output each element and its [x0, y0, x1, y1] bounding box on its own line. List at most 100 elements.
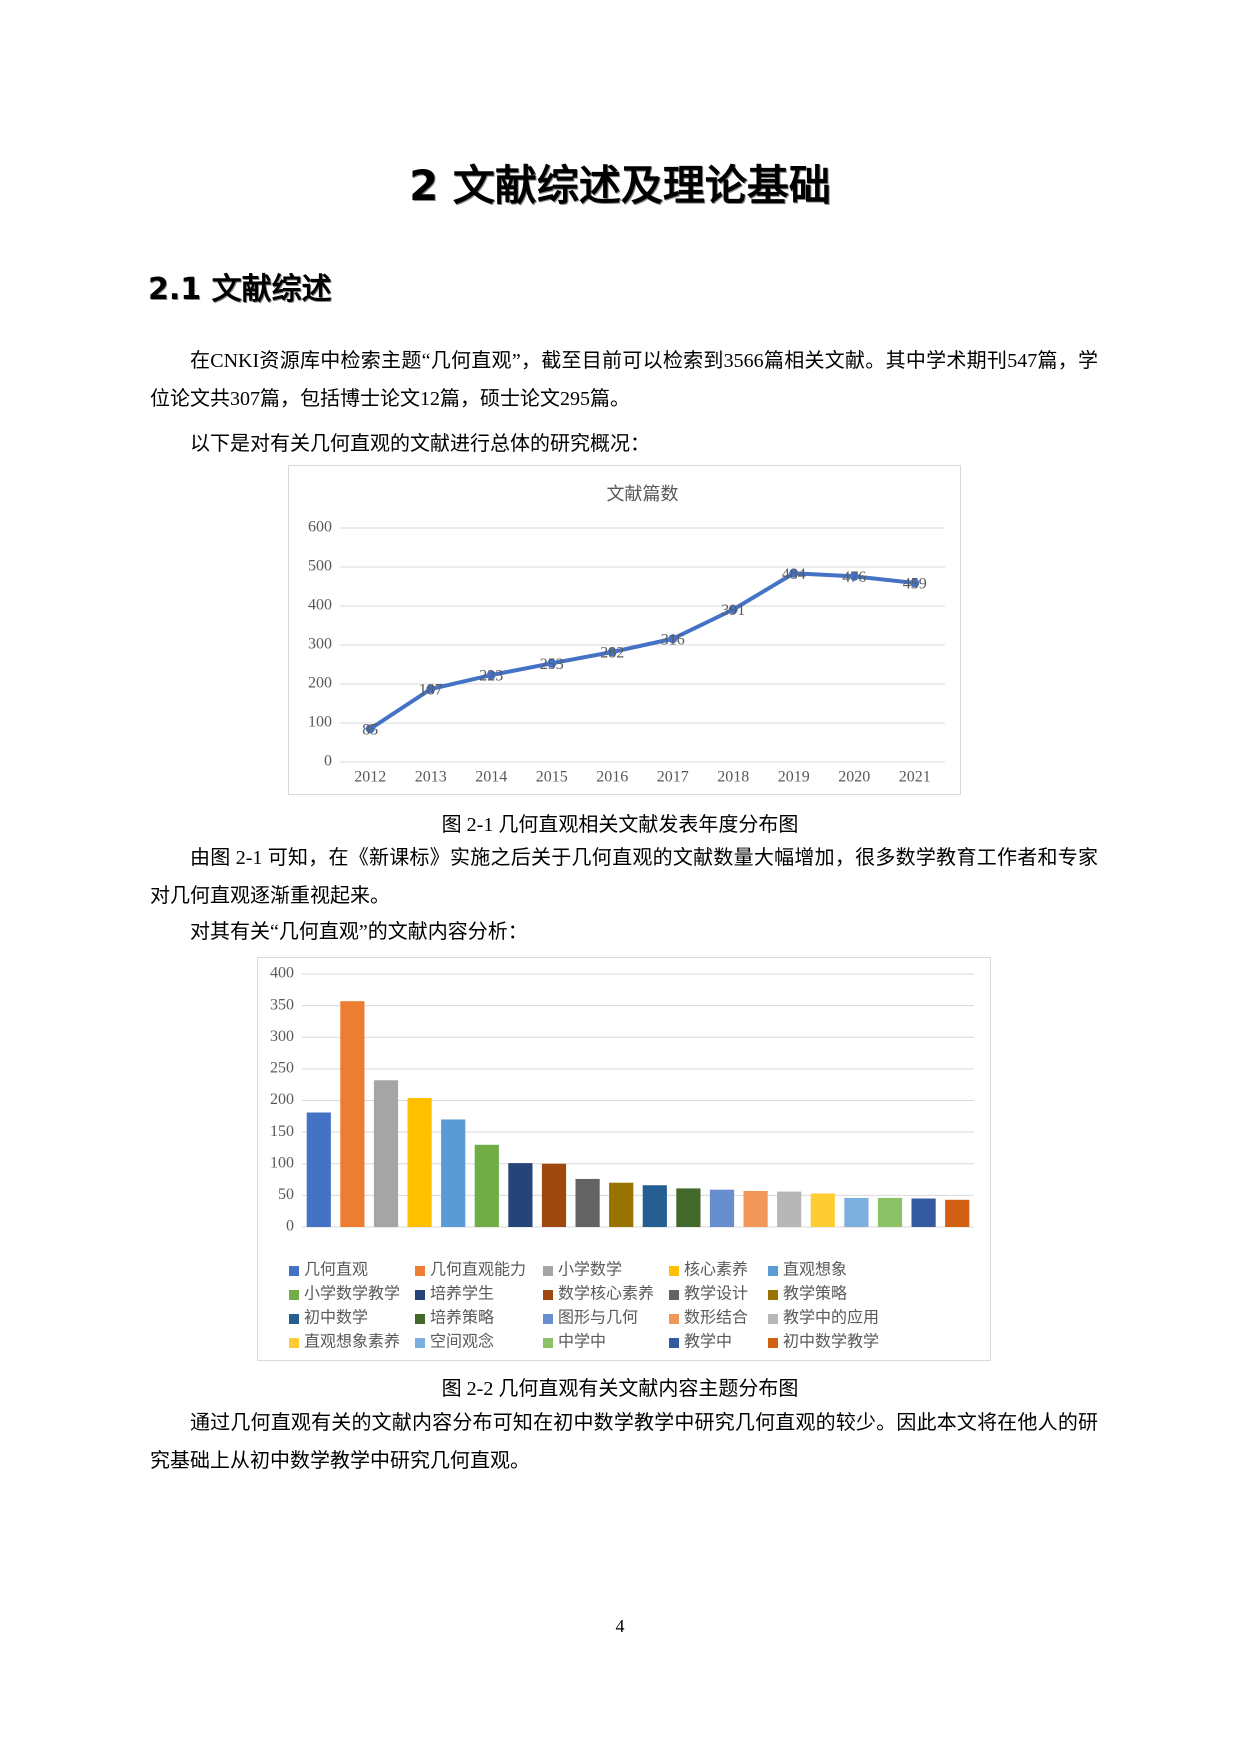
- paragraph: 在CNKI资源库中检索主题“几何直观”，截至目前可以检索到3566篇相关文献。其…: [150, 350, 1098, 410]
- y-tick-label: 0: [324, 753, 332, 770]
- legend-swatch: [543, 1314, 553, 1324]
- legend-swatch: [289, 1338, 299, 1348]
- data-label: 391: [721, 602, 745, 619]
- data-label: 484: [782, 566, 806, 583]
- bar: [474, 1144, 499, 1227]
- data-label: 223: [479, 668, 503, 685]
- legend-label: 小学数学: [558, 1261, 622, 1279]
- y-tick-label: 600: [308, 519, 332, 536]
- y-tick-label: 400: [270, 965, 294, 982]
- x-tick-label: 2014: [475, 769, 507, 786]
- y-tick-label: 200: [270, 1091, 294, 1108]
- y-tick-label: 500: [308, 558, 332, 575]
- x-tick-label: 2015: [536, 769, 568, 786]
- point: [426, 684, 436, 694]
- chart-title: 文献篇数: [607, 484, 679, 504]
- y-tick-label: 350: [270, 996, 294, 1013]
- y-tick-label: 150: [270, 1123, 294, 1140]
- legend-label: 培养学生: [430, 1285, 494, 1303]
- bar: [743, 1190, 768, 1227]
- legend-label: 直观想象: [783, 1261, 847, 1279]
- line-chart: 文献篇数 0 100 200 300 400 500 600 2012 2013 2014 2015 2…: [288, 465, 961, 795]
- bar: [575, 1178, 600, 1227]
- data-label: 282: [600, 645, 624, 662]
- y-tick-label: 0: [286, 1218, 294, 1235]
- paragraph: 由图 2-1 可知，在《新课标》实施之后关于几何直观的文献数量大幅增加，很多数学…: [150, 847, 1098, 907]
- x-tick-label: 2020: [838, 769, 870, 786]
- y-tick-label: 250: [270, 1060, 294, 1077]
- x-tick-label: 2016: [596, 769, 628, 786]
- bar: [373, 1080, 399, 1227]
- legend-swatch: [768, 1266, 778, 1276]
- x-tick-label: 2019: [778, 769, 810, 786]
- x-tick-label: 2021: [899, 769, 931, 786]
- legend-swatch: [669, 1290, 679, 1300]
- y-tick-label: 400: [308, 597, 332, 614]
- legend-swatch: [669, 1338, 679, 1348]
- y-tick-label: 100: [308, 714, 332, 731]
- legend-swatch: [768, 1338, 778, 1348]
- line: [369, 571, 915, 731]
- paragraph: 通过几何直观有关的文献内容分布可知在初中数学教学中研究几何直观的较少。因此本文将…: [150, 1412, 1098, 1472]
- legend-label: 初中数学: [304, 1309, 368, 1327]
- legend-label: 几何直观能力: [430, 1261, 526, 1279]
- point: [607, 647, 617, 657]
- x-tick-label: 2017: [657, 769, 689, 786]
- section-title: 2.1 文献综述: [148, 272, 332, 307]
- x-tick-label: 2018: [717, 769, 749, 786]
- y-tick-label: 50: [278, 1186, 294, 1203]
- bar: [877, 1197, 903, 1227]
- legend-swatch: [415, 1338, 425, 1348]
- legend-swatch: [415, 1290, 425, 1300]
- legend-label: 中学中: [558, 1333, 606, 1351]
- legend-swatch: [415, 1266, 425, 1276]
- x-tick-label: 2012: [354, 769, 386, 786]
- paragraph: 以下是对有关几何直观的文献进行总体的研究概况：: [190, 433, 650, 455]
- legend-label: 小学数学教学: [304, 1285, 400, 1303]
- legend-swatch: [543, 1266, 553, 1276]
- bar: [441, 1119, 466, 1227]
- bar: [844, 1197, 869, 1227]
- legend-label: 教学策略: [783, 1285, 847, 1303]
- y-tick-label: 300: [308, 636, 332, 653]
- point: [365, 724, 375, 734]
- data-label: 85: [362, 722, 378, 739]
- legend-label: 空间观念: [430, 1332, 494, 1351]
- point: [547, 658, 557, 668]
- legend-swatch: [669, 1314, 679, 1324]
- bar: [709, 1189, 735, 1227]
- data-label: 187: [419, 682, 443, 699]
- bar: [777, 1191, 802, 1227]
- bar: [609, 1182, 634, 1227]
- legend-label: 教学设计: [684, 1285, 748, 1303]
- y-tick-label: 100: [270, 1154, 294, 1171]
- data-label: 476: [842, 569, 866, 586]
- legend-label: 初中数学教学: [783, 1333, 879, 1351]
- figure-caption: 图 2-1 几何直观相关文献发表年度分布图: [441, 814, 799, 836]
- legend-label: 图形与几何: [558, 1309, 638, 1327]
- point: [849, 571, 859, 581]
- chapter-title: 2 文献综述及理论基础: [409, 161, 831, 210]
- point: [910, 578, 920, 588]
- paragraph: 对其有关“几何直观”的文献内容分析：: [190, 921, 528, 943]
- bar: [306, 1112, 331, 1227]
- point: [728, 605, 738, 615]
- legend-swatch: [768, 1290, 778, 1300]
- data-label: 253: [540, 656, 564, 673]
- legend-label: 核心素养: [684, 1261, 748, 1279]
- y-tick-label: 300: [270, 1028, 294, 1045]
- point: [668, 634, 678, 644]
- legend-label: 数学核心素养: [558, 1285, 654, 1303]
- legend-label: 培养策略: [430, 1309, 494, 1327]
- y-tick-label: 200: [308, 675, 332, 692]
- legend-swatch: [415, 1314, 425, 1324]
- bar: [642, 1185, 667, 1227]
- bar: [508, 1163, 533, 1227]
- bar: [810, 1193, 835, 1227]
- legend-label: 教学中的应用: [783, 1308, 879, 1327]
- legend-swatch: [669, 1266, 679, 1276]
- bar: [541, 1163, 567, 1227]
- bar: [407, 1097, 432, 1227]
- page-number: 4: [615, 1616, 625, 1636]
